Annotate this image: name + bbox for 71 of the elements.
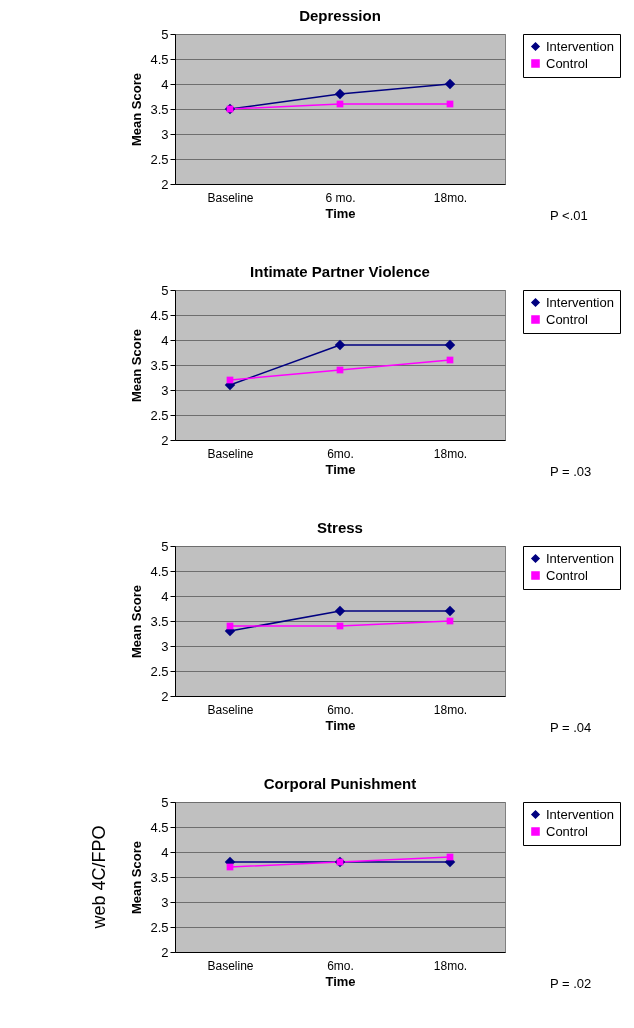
chart-title: Depression — [299, 7, 381, 24]
chart-title: Stress — [317, 519, 363, 536]
x-tick-label: Baseline — [207, 446, 254, 461]
y-tick-label: 5 — [161, 538, 169, 554]
x-tick-label: Baseline — [207, 958, 254, 973]
chart-title: Intimate Partner Violence — [250, 263, 430, 280]
y-tick-label: 3 — [161, 894, 169, 910]
x-tick-label: 6mo. — [327, 702, 354, 717]
text: P <.01 — [550, 208, 588, 223]
y-tick-label: 3.5 — [150, 101, 169, 117]
text: P = .03 — [550, 464, 592, 479]
point — [334, 339, 346, 351]
point — [334, 605, 346, 617]
y-tick-label: 3 — [161, 126, 169, 142]
y-tick-label: 4 — [161, 844, 169, 860]
text: P = .02 — [550, 976, 592, 991]
y-axis-title: Mean Score — [129, 329, 145, 402]
x-tick-label: 18mo. — [433, 702, 468, 717]
y-axis-title: Mean Score — [129, 73, 145, 146]
legend-label: Intervention — [546, 806, 614, 822]
y-tick-label: 4 — [161, 588, 169, 604]
x-axis-title: Time — [325, 461, 356, 477]
y-axis-title: Mean Score — [129, 585, 145, 658]
y-tick-label: 4.5 — [150, 819, 169, 835]
point — [444, 78, 456, 90]
y-tick-label: 5 — [161, 282, 169, 298]
y-tick-label: 2.5 — [150, 919, 169, 935]
x-axis-title: Time — [325, 205, 356, 221]
legend-label: Control — [546, 567, 589, 583]
y-tick-label: 4.5 — [150, 563, 169, 579]
x-tick-label: 18mo. — [433, 190, 468, 205]
x-tick-label: 6mo. — [327, 958, 354, 973]
legend-label: Control — [546, 823, 589, 839]
y-tick-label: 3.5 — [150, 613, 169, 629]
legend-label: Intervention — [546, 294, 614, 310]
y-tick-label: 2.5 — [150, 663, 169, 679]
point — [444, 605, 456, 617]
y-tick-label: 2.5 — [150, 151, 169, 167]
y-axis-title: Mean Score — [129, 841, 145, 914]
y-tick-label: 2 — [161, 432, 169, 448]
y-tick-label: 3.5 — [150, 869, 169, 885]
point — [334, 88, 346, 100]
y-tick-label: 5 — [161, 794, 169, 810]
legend-label: Intervention — [546, 550, 614, 566]
y-tick-label: 2 — [161, 944, 169, 960]
y-tick-label: 4.5 — [150, 51, 169, 67]
y-tick-label: 2.5 — [150, 407, 169, 423]
x-tick-label: 18mo. — [433, 958, 468, 973]
text: P = .04 — [550, 720, 592, 735]
y-tick-label: 3 — [161, 638, 169, 654]
y-tick-label: 2 — [161, 176, 169, 192]
x-axis-title: Time — [325, 973, 356, 989]
point — [444, 339, 456, 351]
legend-label: Control — [546, 55, 589, 71]
y-tick-label: 3 — [161, 382, 169, 398]
y-tick-label: 4 — [161, 76, 169, 92]
x-tick-label: 18mo. — [433, 446, 468, 461]
x-tick-label: Baseline — [207, 702, 254, 717]
text: web 4C/FPO — [89, 825, 109, 930]
y-tick-label: 4 — [161, 332, 169, 348]
x-tick-label: 6 mo. — [325, 190, 356, 205]
x-tick-label: Baseline — [207, 190, 254, 205]
legend-label: Intervention — [546, 38, 614, 54]
legend-label: Control — [546, 311, 589, 327]
x-tick-label: 6mo. — [327, 446, 354, 461]
y-tick-label: 2 — [161, 688, 169, 704]
x-axis-title: Time — [325, 717, 356, 733]
chart-title: Corporal Punishment — [263, 775, 417, 792]
y-tick-label: 3.5 — [150, 357, 169, 373]
y-tick-label: 4.5 — [150, 307, 169, 323]
y-tick-label: 5 — [161, 26, 169, 42]
